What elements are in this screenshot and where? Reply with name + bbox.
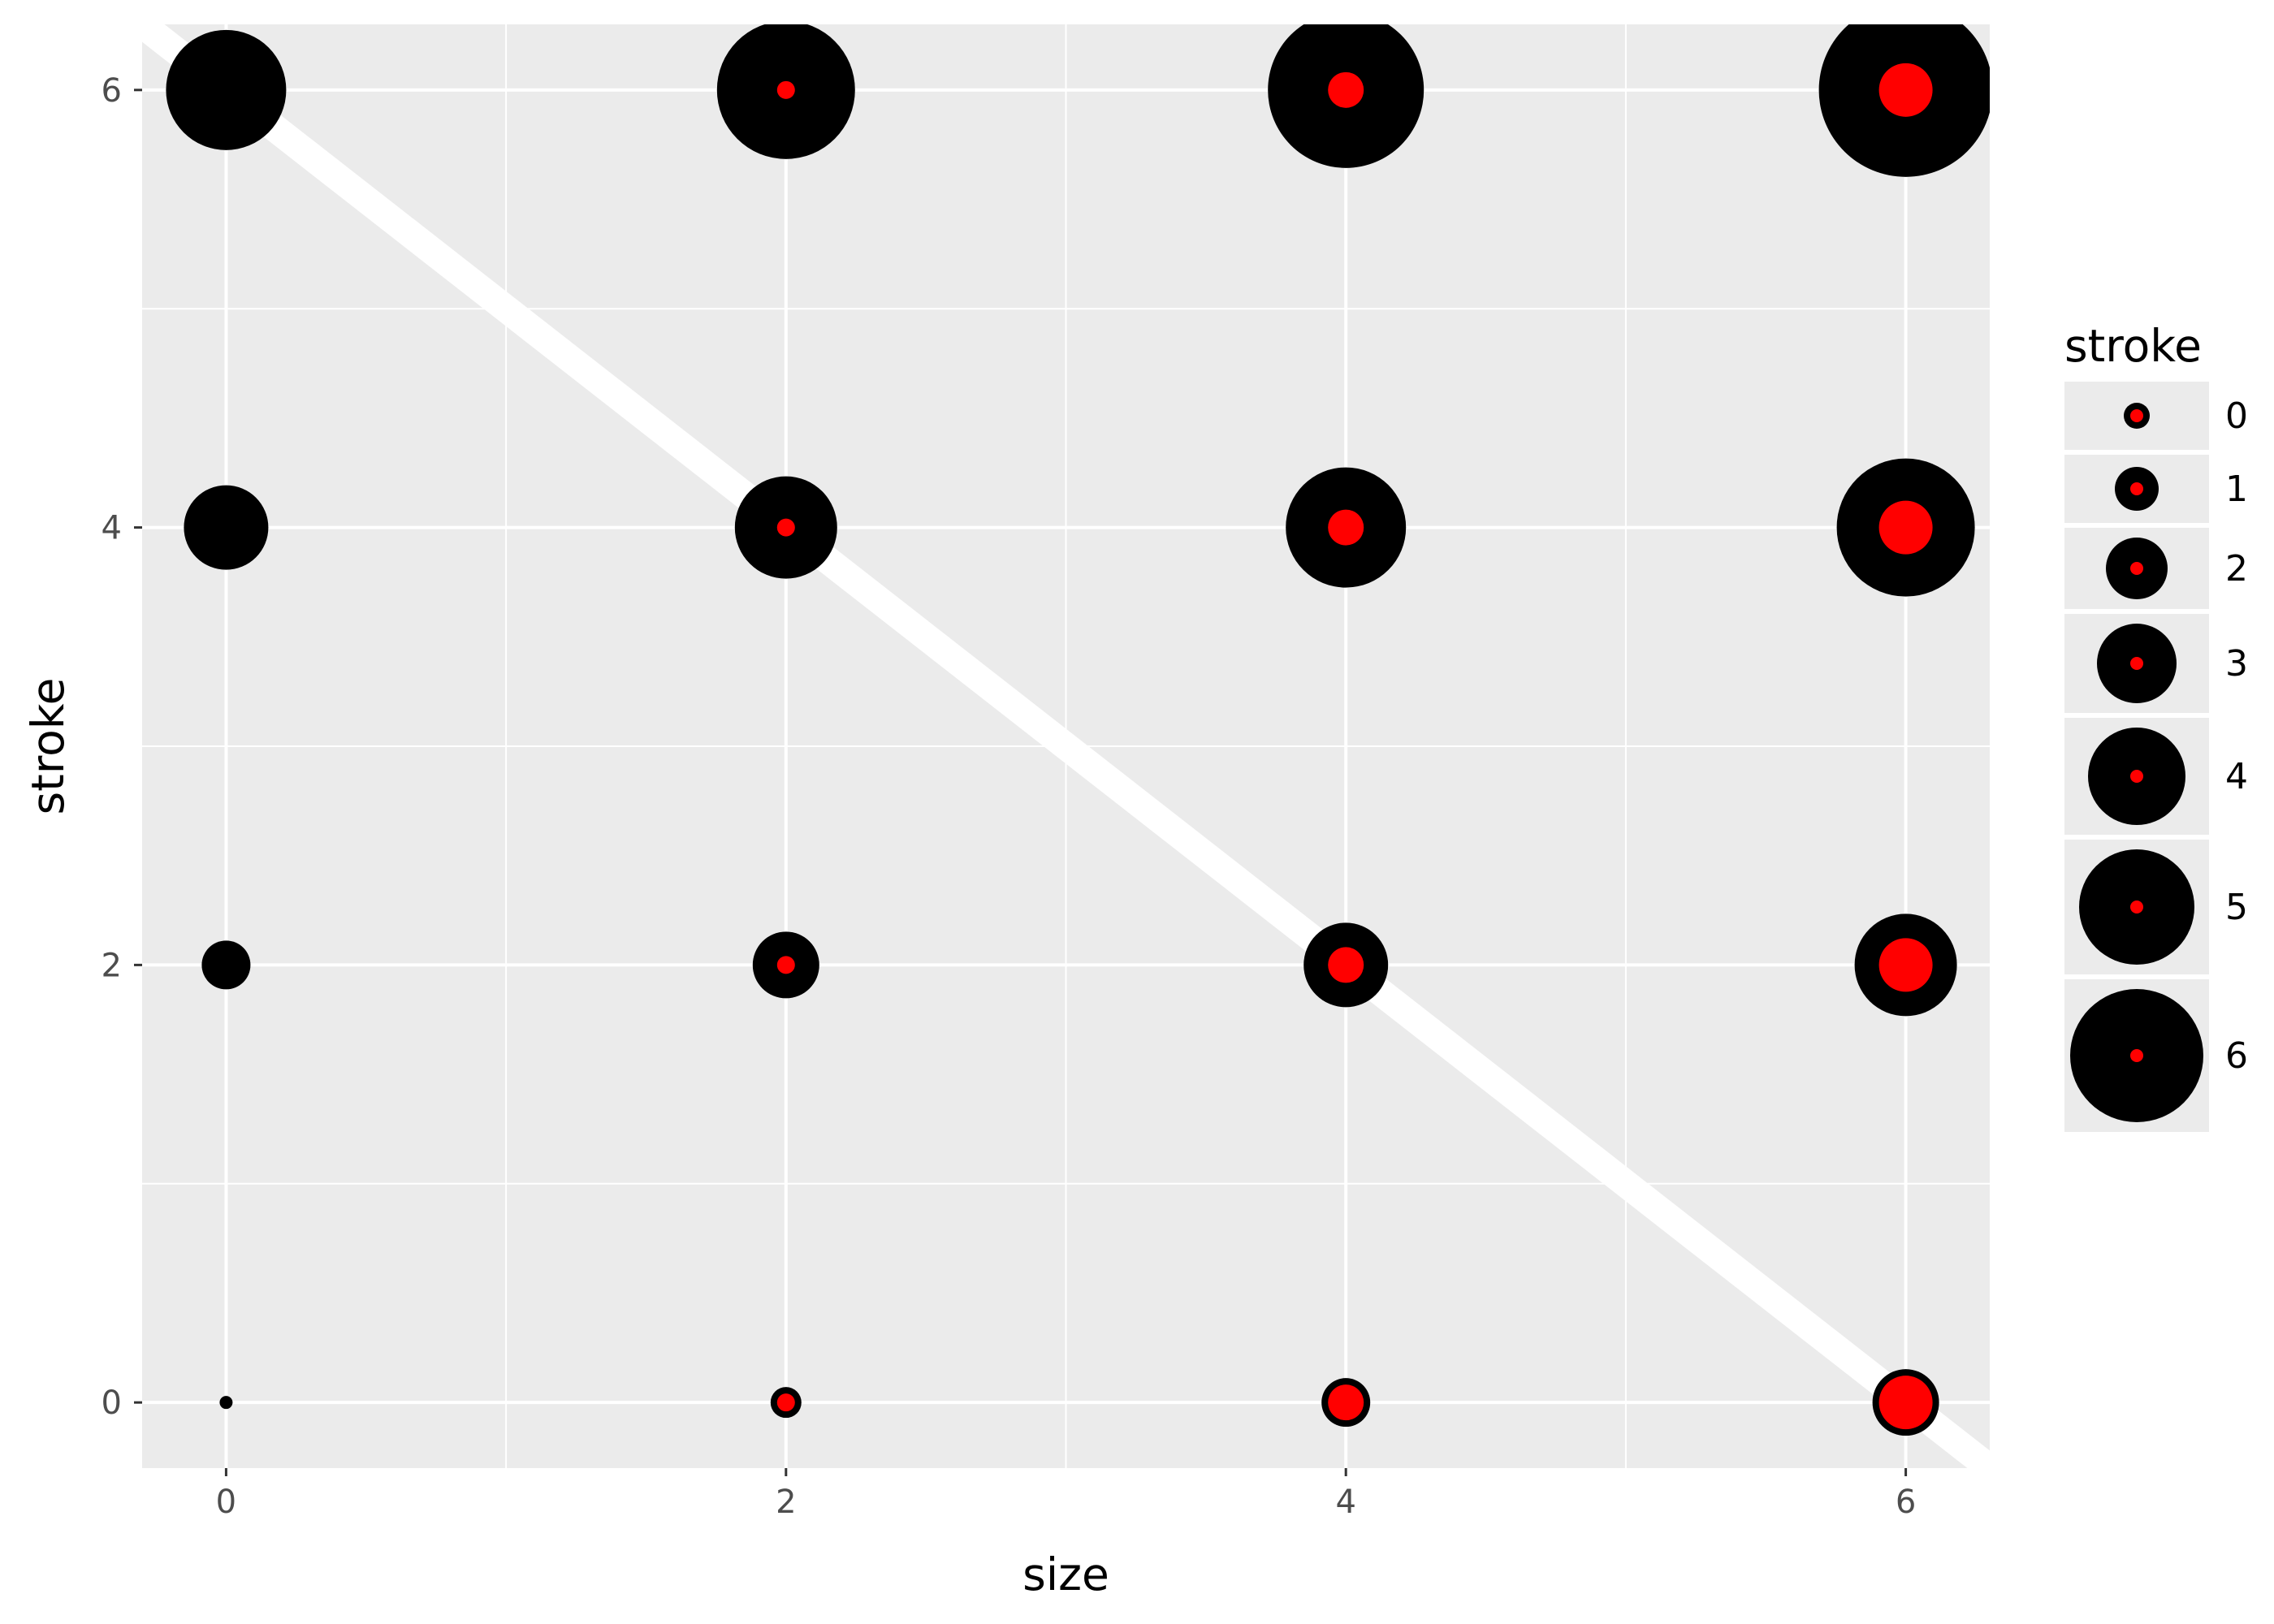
legend-key-fill bbox=[2130, 409, 2143, 422]
point-fill bbox=[1878, 63, 1933, 117]
legend-title: stroke bbox=[2064, 320, 2202, 372]
x-tick-label: 6 bbox=[1896, 1484, 1916, 1521]
legend-keys: 0 1 2 3 4 5 6 bbox=[2064, 382, 2248, 1132]
y-axis: 0 2 4 6 bbox=[102, 72, 142, 1422]
legend-key-fill bbox=[2130, 770, 2143, 783]
legend-label: 2 bbox=[2225, 548, 2248, 590]
x-tick-label: 4 bbox=[1335, 1484, 1355, 1521]
legend-key-fill bbox=[2130, 901, 2143, 914]
grid-major bbox=[142, 24, 1990, 1468]
x-tick-label: 0 bbox=[216, 1484, 236, 1521]
legend-key-fill bbox=[2130, 482, 2143, 495]
point-fill bbox=[1328, 1384, 1364, 1421]
point-fill bbox=[1878, 1376, 1933, 1430]
y-tick-label: 4 bbox=[102, 510, 122, 547]
legend-label: 4 bbox=[2225, 756, 2248, 797]
point-outline bbox=[201, 940, 251, 990]
point-fill bbox=[1878, 938, 1933, 992]
point-fill bbox=[776, 1393, 795, 1412]
point-fill bbox=[776, 80, 795, 99]
x-axis-title: size bbox=[1022, 1548, 1109, 1600]
legend-key-fill bbox=[2130, 562, 2143, 575]
y-tick-label: 2 bbox=[102, 947, 122, 984]
point-outline bbox=[166, 29, 287, 150]
legend-label: 0 bbox=[2225, 395, 2248, 437]
legend-label: 1 bbox=[2225, 469, 2248, 510]
point-fill bbox=[1328, 71, 1364, 108]
point-fill bbox=[1878, 500, 1933, 555]
reference-line bbox=[142, 24, 1990, 1468]
point-outline bbox=[219, 1396, 233, 1410]
point-fill bbox=[1328, 947, 1364, 983]
point-outline bbox=[184, 485, 269, 570]
point-fill bbox=[776, 518, 795, 537]
x-tick-label: 2 bbox=[776, 1484, 796, 1521]
y-tick-label: 0 bbox=[102, 1384, 122, 1422]
y-tick-label: 6 bbox=[102, 72, 122, 110]
legend-label: 5 bbox=[2225, 887, 2248, 928]
legend-label: 6 bbox=[2225, 1035, 2248, 1077]
legend: stroke 0 1 2 3 4 5 6 bbox=[2064, 320, 2248, 1132]
legend-label: 3 bbox=[2225, 643, 2248, 685]
legend-key-fill bbox=[2130, 1049, 2143, 1062]
x-axis: 0 2 4 6 bbox=[216, 1468, 1916, 1521]
legend-key-fill bbox=[2130, 657, 2143, 670]
point-fill bbox=[776, 956, 795, 974]
y-axis-title: stroke bbox=[22, 677, 74, 814]
points-layer bbox=[166, 24, 1990, 1436]
point-fill bbox=[1328, 509, 1364, 546]
